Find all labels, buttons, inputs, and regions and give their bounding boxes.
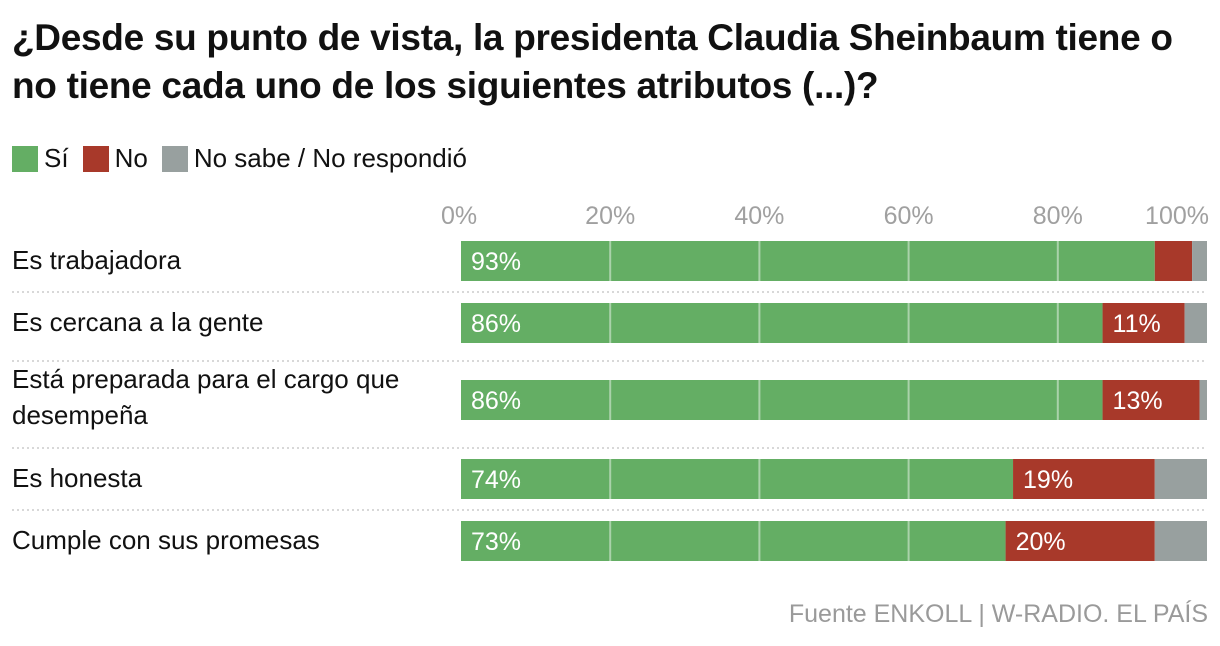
legend-label: No sabe / No respondió	[193, 143, 467, 173]
x-tick-label: 20%	[585, 202, 635, 230]
bar-segment-no	[1005, 521, 1155, 561]
data-label: 13%	[1113, 387, 1163, 415]
category-label: Es trabajadora	[12, 245, 182, 275]
bar-segment-nosabe	[1199, 380, 1207, 420]
legend-label: Sí	[44, 143, 69, 173]
bar-segment-si	[461, 521, 1006, 561]
legend-swatch	[161, 145, 188, 172]
bar-segment-si	[461, 380, 1103, 420]
bar-segment-nosabe	[1192, 241, 1207, 281]
bar-segment-si	[461, 303, 1103, 343]
bar-segment-si	[461, 459, 1014, 499]
legend-item-no-sabe: No sabe / No respondió	[161, 143, 467, 174]
bar-segment-nosabe	[1154, 521, 1207, 561]
legend-swatch	[12, 145, 38, 172]
category-label: Cumple con sus promesas	[12, 525, 320, 555]
bar-segment-nosabe	[1184, 303, 1207, 343]
x-tick-label: 60%	[884, 202, 934, 230]
legend-item-si: Sí	[12, 143, 69, 174]
bar-segment-si	[461, 241, 1155, 281]
data-label: 20%	[1016, 528, 1066, 556]
category-label: Es cercana a la gente	[12, 307, 264, 337]
x-tick-label: 80%	[1033, 202, 1083, 230]
data-label: 86%	[471, 310, 521, 338]
legend-swatch	[82, 145, 109, 172]
bar-segment-no	[1102, 303, 1185, 343]
bar-segment-nosabe	[1154, 459, 1207, 499]
data-label: 74%	[471, 466, 521, 494]
source-note: Fuente ENKOLL | W-RADIO. EL PAÍS	[788, 600, 1208, 628]
bar-segment-no	[1013, 459, 1155, 499]
data-label: 11%	[1113, 310, 1161, 338]
chart-title: ¿Desde su punto de vista, la presidenta …	[12, 17, 1173, 106]
bar-segment-no	[1102, 380, 1200, 420]
legend-item-no: No	[82, 143, 148, 174]
legend-label: No	[114, 143, 148, 173]
x-tick-label: 40%	[734, 202, 784, 230]
bar-segment-no	[1154, 241, 1193, 281]
data-label: 19%	[1023, 466, 1073, 494]
data-label: 93%	[471, 248, 521, 276]
x-tick-label: 0%	[441, 202, 477, 230]
category-label: Está preparada para el cargo que	[12, 364, 399, 394]
data-label: 73%	[471, 528, 521, 556]
x-tick-label: 100%	[1145, 202, 1209, 230]
legend: Sí No No sabe / No respondió	[12, 143, 467, 174]
data-label: 86%	[471, 387, 521, 415]
category-label: Es honesta	[12, 463, 143, 493]
category-label: desempeña	[12, 400, 148, 430]
